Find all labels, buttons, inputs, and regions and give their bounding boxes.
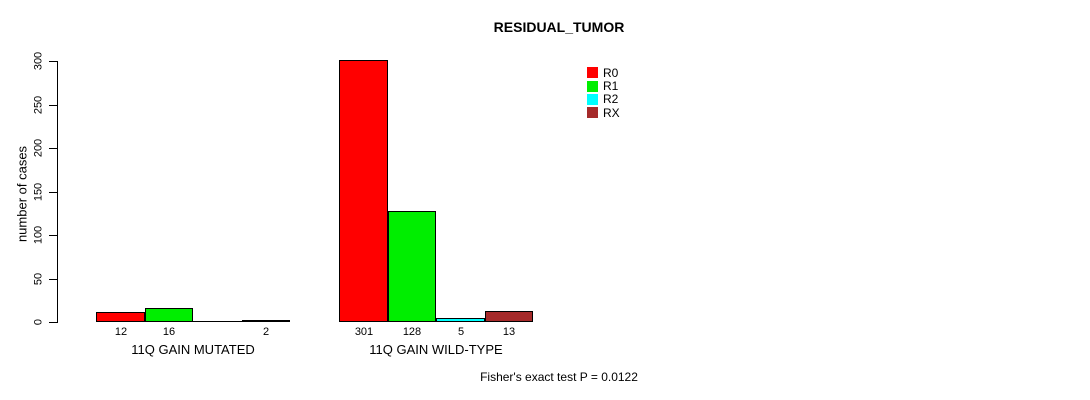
bar-value-label: 5 <box>457 326 465 338</box>
y-tick-label: 300 <box>32 51 45 71</box>
y-tick <box>49 61 58 62</box>
stat-annotation: Fisher's exact test P = 0.0122 <box>480 370 638 384</box>
legend-swatch-r1 <box>587 80 598 92</box>
bar-rx-group2 <box>485 311 533 322</box>
y-tick <box>49 105 58 106</box>
legend-item-r0: R0 <box>587 66 620 79</box>
y-tick-label: 200 <box>32 138 45 158</box>
bar-value-label: 301 <box>354 326 374 338</box>
legend-item-r2: R2 <box>587 93 620 106</box>
legend: R0 R1 R2 RX <box>587 66 620 120</box>
y-tick <box>49 192 58 193</box>
bar-value-label: 16 <box>162 326 176 338</box>
legend-swatch-rx <box>587 107 598 119</box>
y-tick-label: 250 <box>32 95 45 115</box>
y-tick <box>49 235 58 236</box>
x-category-label: 11Q GAIN MUTATED <box>131 342 255 357</box>
y-tick-label: 0 <box>32 318 45 326</box>
legend-label-r0: R0 <box>603 65 619 80</box>
bar-value-label: 12 <box>114 326 128 338</box>
x-category-label: 11Q GAIN WILD-TYPE <box>369 342 503 357</box>
bar-r2-group1 <box>193 321 242 322</box>
y-axis-title: number of cases <box>14 145 30 243</box>
legend-label-r2: R2 <box>603 92 619 107</box>
y-tick-label: 50 <box>32 272 45 286</box>
y-tick <box>49 322 58 323</box>
bar-rx-group1 <box>242 320 290 322</box>
y-tick-label: 150 <box>32 182 45 202</box>
y-tick <box>49 279 58 280</box>
bar-r2-group2 <box>436 318 485 322</box>
legend-swatch-r0 <box>587 67 598 79</box>
bar-value-label: 128 <box>402 326 422 338</box>
legend-swatch-r2 <box>587 93 598 105</box>
bar-r0-group1 <box>96 312 145 322</box>
legend-item-rx: RX <box>587 106 620 119</box>
bar-value-label: 2 <box>262 326 270 338</box>
bar-r1-group1 <box>145 308 193 322</box>
legend-label-rx: RX <box>603 105 620 120</box>
legend-label-r1: R1 <box>603 79 619 94</box>
bar-r0-group2 <box>339 60 388 322</box>
bar-r1-group2 <box>388 211 436 322</box>
y-tick-label: 100 <box>32 225 45 245</box>
chart-title: RESIDUAL_TUMOR <box>493 19 625 35</box>
legend-item-r1: R1 <box>587 79 620 92</box>
bar-value-label: 13 <box>502 326 516 338</box>
y-tick <box>49 148 58 149</box>
